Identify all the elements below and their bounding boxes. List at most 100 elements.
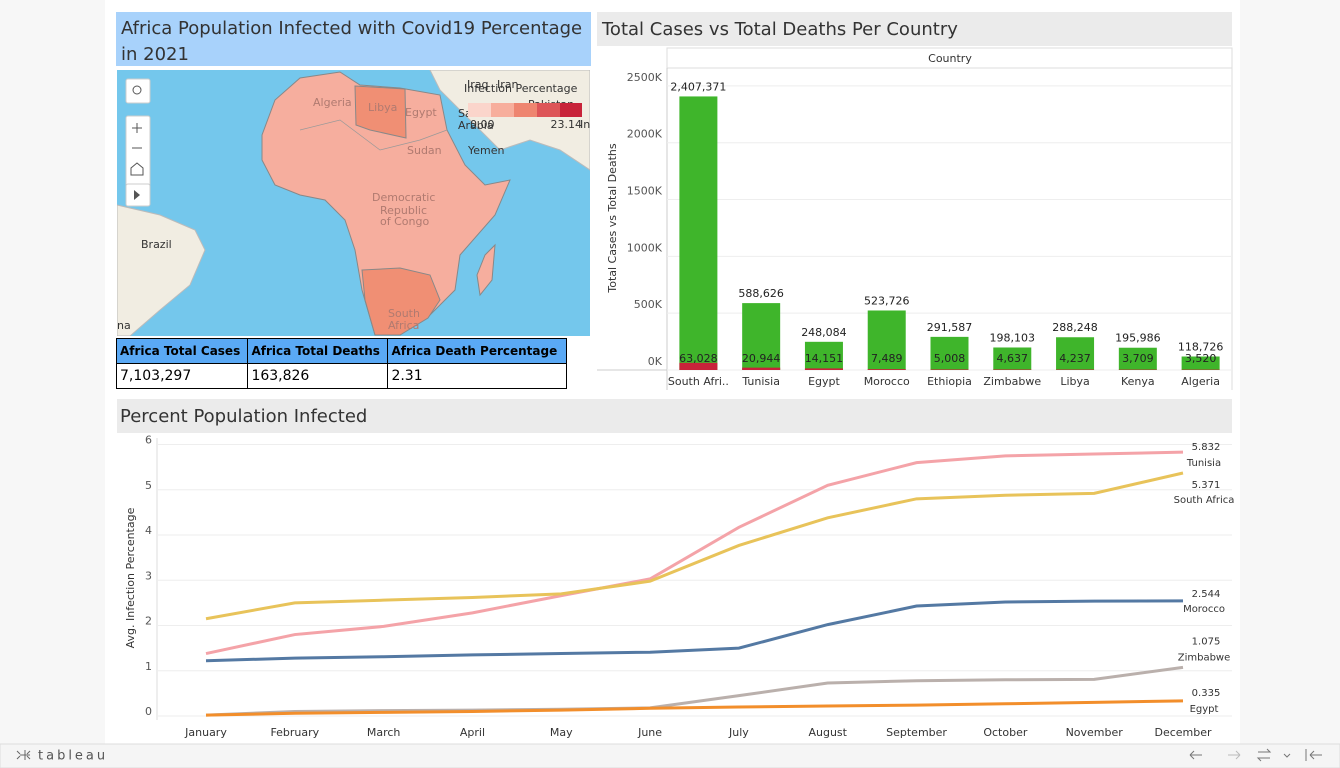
y-tick-label: 500K <box>634 298 663 311</box>
search-icon <box>132 85 142 95</box>
y-tick-label: 2000K <box>627 128 663 141</box>
y-axis-label: Avg. Infection Percentage <box>124 507 137 648</box>
y-axis-label: Total Cases vs Total Deaths <box>606 143 619 294</box>
series-label: Morocco <box>1183 604 1225 615</box>
end-value-label: 2.544 <box>1192 589 1221 600</box>
summary-table: Africa Total Cases Africa Total Deaths A… <box>115 338 567 389</box>
y-tick-label: 2 <box>145 615 152 628</box>
legend-step <box>514 103 537 117</box>
bar <box>742 303 781 370</box>
x-tick-label: Libya <box>1060 375 1089 388</box>
middle-east <box>429 70 590 171</box>
y-tick-label: 1 <box>145 660 152 673</box>
bar <box>679 96 718 370</box>
x-tick-label: January <box>184 726 227 739</box>
bar <box>867 310 906 370</box>
legend-max: 23.14 <box>551 118 583 131</box>
undo-button[interactable] <box>1189 750 1202 760</box>
data-label: 3,520 <box>1185 352 1217 365</box>
bar <box>804 368 843 370</box>
map-label: Algeria <box>313 96 352 109</box>
data-label: 63,028 <box>679 352 718 365</box>
pan-icon <box>134 190 140 200</box>
data-label: 7,489 <box>871 352 903 365</box>
data-label: 4,637 <box>997 352 1029 365</box>
search-button[interactable] <box>125 78 151 104</box>
x-tick-label: March <box>367 726 401 739</box>
x-tick-label: October <box>983 726 1027 739</box>
y-tick-label: 5 <box>145 479 152 492</box>
map: Iraq Iran Algeria Libya Egypt Saudi Arab… <box>117 70 590 336</box>
x-tick-label: April <box>460 726 485 739</box>
bar <box>993 369 1032 370</box>
series-label: Egypt <box>1190 704 1219 715</box>
table-header: Africa Death Percentage <box>387 338 567 364</box>
map-controls <box>125 78 151 207</box>
x-tick-label: May <box>550 726 573 739</box>
data-label: 3,709 <box>1122 352 1154 365</box>
footer <box>0 743 1340 768</box>
x-tick-label: Zimbabwe <box>983 375 1041 388</box>
y-tick-label: 4 <box>145 524 152 537</box>
y-tick-label: 1000K <box>627 241 663 254</box>
bar <box>867 369 906 370</box>
legend-min: 0.00 <box>470 118 495 131</box>
data-label: 2,407,371 <box>670 80 726 93</box>
africa <box>261 71 511 336</box>
x-tick-label: November <box>1066 726 1124 739</box>
map-title: Africa Population Infected with Covid19 … <box>116 12 591 66</box>
map-label: Africa <box>388 319 419 332</box>
data-label: 4,237 <box>1059 352 1091 365</box>
south-america <box>117 204 206 336</box>
map-label: Iran <box>497 78 519 91</box>
end-value-label: 0.335 <box>1192 688 1221 699</box>
brand: tableau <box>38 749 108 764</box>
redo-button[interactable] <box>1228 750 1241 760</box>
line-chart-title: Percent Population Infected <box>120 406 368 427</box>
x-tick-label: December <box>1154 726 1212 739</box>
end-value-label: 5.371 <box>1192 480 1221 491</box>
data-label: 14,151 <box>805 352 844 365</box>
title-band <box>117 399 1232 433</box>
x-tick-label: Algeria <box>1181 375 1220 388</box>
revert-button[interactable] <box>1256 748 1291 762</box>
bar <box>679 362 718 370</box>
line <box>205 699 1184 717</box>
table-cell: 7,103,297 <box>115 363 249 389</box>
map-label: of Congo <box>380 215 429 228</box>
bar <box>742 367 781 370</box>
line <box>205 599 1184 663</box>
table-header-row: Africa Total Cases Africa Total Deaths A… <box>115 338 567 364</box>
bar <box>1056 337 1095 370</box>
data-label: 291,587 <box>927 321 973 334</box>
line <box>205 471 1184 621</box>
end-value-label: 5.832 <box>1192 442 1221 453</box>
map-label: South <box>388 307 420 320</box>
x-tick-label: South Afri.. <box>668 375 729 388</box>
map-label: Iraq <box>467 78 489 91</box>
legend-step <box>560 103 582 117</box>
series-label: South Africa <box>1174 495 1235 506</box>
madagascar <box>476 243 496 297</box>
y-tick-label: 0K <box>648 355 663 368</box>
line <box>205 450 1184 656</box>
map-label: na <box>117 319 131 332</box>
x-tick-label: September <box>886 726 947 739</box>
series-label: Tunisia <box>1186 458 1221 469</box>
map-label: Egypt <box>405 106 437 119</box>
map-label: Sudan <box>407 144 442 157</box>
tableau-logo <box>16 750 31 760</box>
data-label: 20,944 <box>742 352 781 365</box>
borders <box>299 119 448 151</box>
y-tick-label: 3 <box>145 569 152 582</box>
legend-step <box>491 103 514 117</box>
pause-button[interactable] <box>1305 749 1322 761</box>
x-tick-label: Kenya <box>1121 375 1155 388</box>
south-africa-region <box>361 267 441 336</box>
y-tick-label: 0 <box>145 705 152 718</box>
y-tick-label: 1500K <box>627 185 663 198</box>
data-label: 118,726 <box>1178 341 1224 354</box>
y-tick-label: 2500K <box>627 71 663 84</box>
table-header: Africa Total Deaths <box>247 338 389 364</box>
